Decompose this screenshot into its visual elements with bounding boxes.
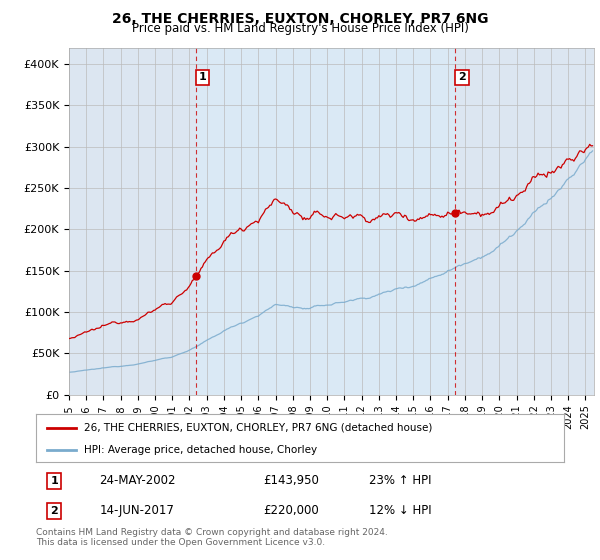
Text: HPI: Average price, detached house, Chorley: HPI: Average price, detached house, Chor… [83, 445, 317, 455]
Text: 14-JUN-2017: 14-JUN-2017 [100, 504, 174, 517]
Text: 26, THE CHERRIES, EUXTON, CHORLEY, PR7 6NG (detached house): 26, THE CHERRIES, EUXTON, CHORLEY, PR7 6… [83, 423, 432, 433]
Text: 2: 2 [50, 506, 58, 516]
Text: £220,000: £220,000 [263, 504, 319, 517]
Text: 2: 2 [458, 72, 466, 82]
Text: Price paid vs. HM Land Registry's House Price Index (HPI): Price paid vs. HM Land Registry's House … [131, 22, 469, 35]
Text: 1: 1 [50, 475, 58, 486]
Text: 12% ↓ HPI: 12% ↓ HPI [368, 504, 431, 517]
Text: 26, THE CHERRIES, EUXTON, CHORLEY, PR7 6NG: 26, THE CHERRIES, EUXTON, CHORLEY, PR7 6… [112, 12, 488, 26]
Bar [196, 48, 455, 395]
Text: 1: 1 [199, 72, 206, 82]
Text: 23% ↑ HPI: 23% ↑ HPI [368, 474, 431, 487]
Text: £143,950: £143,950 [263, 474, 319, 487]
Text: Contains HM Land Registry data © Crown copyright and database right 2024.
This d: Contains HM Land Registry data © Crown c… [36, 528, 388, 547]
Text: 24-MAY-2002: 24-MAY-2002 [100, 474, 176, 487]
